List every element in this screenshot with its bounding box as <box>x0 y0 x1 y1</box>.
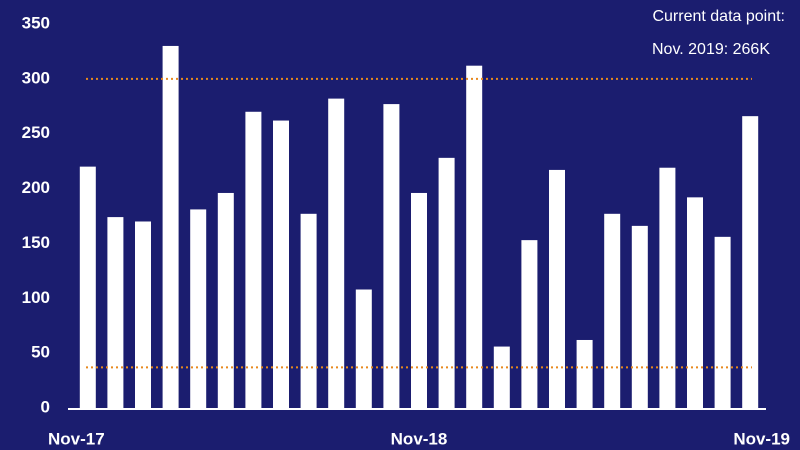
bar <box>190 209 207 408</box>
x-tick-label: Nov-19 <box>733 429 790 448</box>
annotation: Current data point: <box>652 8 785 25</box>
bar <box>714 236 731 408</box>
y-tick-label: 50 <box>31 343 50 362</box>
y-tick-label: 100 <box>22 288 50 307</box>
bar <box>742 116 759 408</box>
y-tick-label: 150 <box>22 233 50 252</box>
y-tick-label: 350 <box>22 13 50 32</box>
bar <box>355 289 372 408</box>
y-tick-label: 200 <box>22 178 50 197</box>
y-tick-label: 300 <box>22 68 50 87</box>
y-tick-label: 250 <box>22 123 50 142</box>
bar <box>107 217 124 408</box>
bar <box>549 169 565 408</box>
x-tick-label: Nov-18 <box>391 429 448 448</box>
bar <box>273 120 289 408</box>
bar <box>521 240 538 408</box>
bar <box>328 98 345 408</box>
bar <box>79 166 96 408</box>
bar <box>411 192 427 408</box>
bar <box>383 104 400 408</box>
bar <box>493 346 510 408</box>
y-tick-label: 0 <box>41 397 50 416</box>
bar <box>659 167 676 408</box>
bar <box>135 221 151 408</box>
bar <box>631 225 648 408</box>
annotation: Nov. 2019: 266K <box>652 41 770 58</box>
bar <box>217 192 234 408</box>
bar <box>438 157 455 408</box>
bar <box>576 339 593 408</box>
bar <box>604 213 621 408</box>
bar <box>300 213 317 408</box>
x-tick-label: Nov-17 <box>48 429 105 448</box>
bar <box>162 45 179 408</box>
bar <box>245 111 262 409</box>
bar <box>466 65 483 408</box>
bar <box>687 197 703 408</box>
